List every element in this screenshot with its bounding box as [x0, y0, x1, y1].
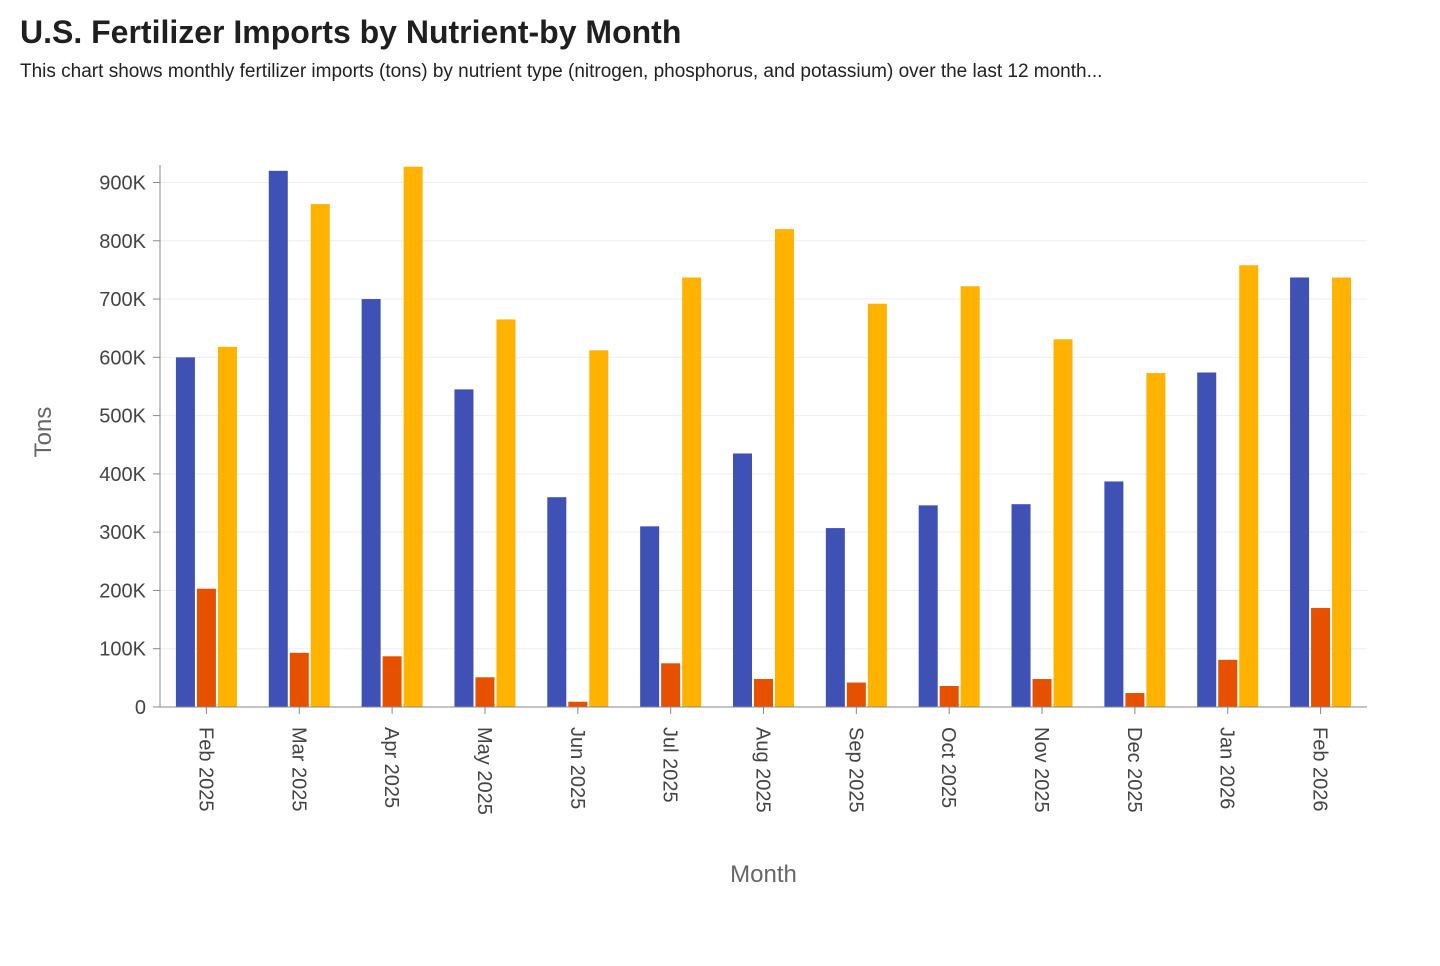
bar-phosphorus-sep-2025[interactable] — [846, 682, 866, 707]
y-tick-label: 800K — [99, 231, 146, 253]
x-tick-label: Dec 2025 — [1123, 727, 1145, 813]
bar-nitrogen-may-2025[interactable] — [454, 389, 474, 707]
y-ticks: 0 100K 200K 300K 400K 500K 600K 700K 800K 900K — [99, 172, 160, 719]
chart-subtitle: This chart shows monthly fertilizer impo… — [20, 61, 1103, 82]
y-tick-label: 400K — [99, 464, 146, 486]
x-tick-label: Oct 2025 — [937, 727, 959, 808]
bar-potassium-sep-2025[interactable] — [867, 303, 887, 707]
y-tick-label: 900K — [99, 172, 146, 194]
gridlines — [160, 181, 1367, 650]
y-tick-label: 300K — [99, 522, 146, 544]
bar-nitrogen-nov-2025[interactable] — [1011, 504, 1031, 707]
bars — [175, 166, 1352, 708]
x-tick-label: Jul 2025 — [659, 727, 681, 803]
bar-nitrogen-jun-2025[interactable] — [547, 497, 567, 707]
bar-potassium-oct-2025[interactable] — [960, 286, 980, 707]
bar-nitrogen-mar-2025[interactable] — [268, 170, 288, 708]
bar-nitrogen-aug-2025[interactable] — [733, 453, 752, 707]
bar-phosphorus-nov-2025[interactable] — [1032, 679, 1052, 707]
y-tick-label: 700K — [99, 289, 146, 311]
bar-nitrogen-sep-2025[interactable] — [825, 528, 845, 707]
y-tick-label: 500K — [99, 406, 146, 428]
x-tick-label: Feb 2026 — [1309, 727, 1331, 812]
bar-phosphorus-jun-2025[interactable] — [568, 701, 588, 707]
bar-potassium-aug-2025[interactable] — [775, 229, 794, 707]
x-tick-label: Nov 2025 — [1030, 727, 1052, 813]
x-tick-label: Mar 2025 — [287, 727, 309, 812]
x-tick-label: Feb 2025 — [194, 727, 216, 812]
y-axis-label: Tons — [30, 407, 57, 458]
bar-phosphorus-mar-2025[interactable] — [289, 652, 309, 707]
bar-phosphorus-apr-2025[interactable] — [382, 656, 402, 707]
x-tick-label: Aug 2025 — [752, 727, 774, 813]
bar-potassium-may-2025[interactable] — [496, 319, 516, 707]
x-tick-label: Jun 2025 — [566, 727, 588, 809]
bar-potassium-jul-2025[interactable] — [682, 277, 702, 707]
bar-phosphorus-aug-2025[interactable] — [754, 679, 773, 707]
bar-phosphorus-feb-2025[interactable] — [196, 588, 216, 707]
y-tick-label: 0 — [135, 697, 146, 719]
x-tick-label: May 2025 — [473, 727, 495, 815]
x-tick-label: Jan 2026 — [1216, 727, 1238, 809]
bar-nitrogen-feb-2025[interactable] — [175, 357, 195, 707]
bar-phosphorus-feb-2026[interactable] — [1311, 607, 1331, 707]
x-tick-label: Apr 2025 — [380, 727, 402, 808]
y-tick-label: 100K — [99, 639, 146, 661]
bar-potassium-feb-2025[interactable] — [217, 346, 237, 707]
bar-phosphorus-jan-2026[interactable] — [1218, 659, 1238, 707]
bar-nitrogen-feb-2026[interactable] — [1290, 277, 1310, 707]
bar-nitrogen-jan-2026[interactable] — [1197, 372, 1217, 707]
bar-nitrogen-oct-2025[interactable] — [918, 505, 938, 707]
axes — [159, 165, 1367, 708]
bar-nitrogen-dec-2025[interactable] — [1104, 481, 1124, 707]
bar-potassium-nov-2025[interactable] — [1053, 339, 1073, 707]
y-tick-label: 600K — [99, 347, 146, 369]
bar-potassium-dec-2025[interactable] — [1146, 373, 1166, 707]
bar-potassium-mar-2025[interactable] — [310, 204, 330, 708]
bar-potassium-feb-2026[interactable] — [1332, 277, 1352, 707]
bar-potassium-jan-2026[interactable] — [1239, 265, 1259, 707]
bar-phosphorus-jul-2025[interactable] — [661, 663, 681, 707]
y-tick-label: 200K — [99, 580, 146, 602]
bar-nitrogen-apr-2025[interactable] — [361, 299, 381, 707]
bar-phosphorus-may-2025[interactable] — [475, 677, 495, 707]
x-ticks: Feb 2025 Mar 2025 Apr 2025 May 2025 Jun 2025… — [194, 707, 1331, 815]
bar-potassium-apr-2025[interactable] — [403, 166, 423, 707]
bar-phosphorus-dec-2025[interactable] — [1125, 693, 1145, 707]
x-axis-label: Month — [730, 861, 797, 888]
bar-potassium-jun-2025[interactable] — [589, 350, 609, 707]
x-tick-label: Sep 2025 — [844, 727, 866, 813]
bar-nitrogen-jul-2025[interactable] — [640, 526, 660, 707]
bar-phosphorus-oct-2025[interactable] — [939, 686, 959, 707]
chart-title: U.S. Fertilizer Imports by Nutrient-by M… — [20, 14, 682, 50]
